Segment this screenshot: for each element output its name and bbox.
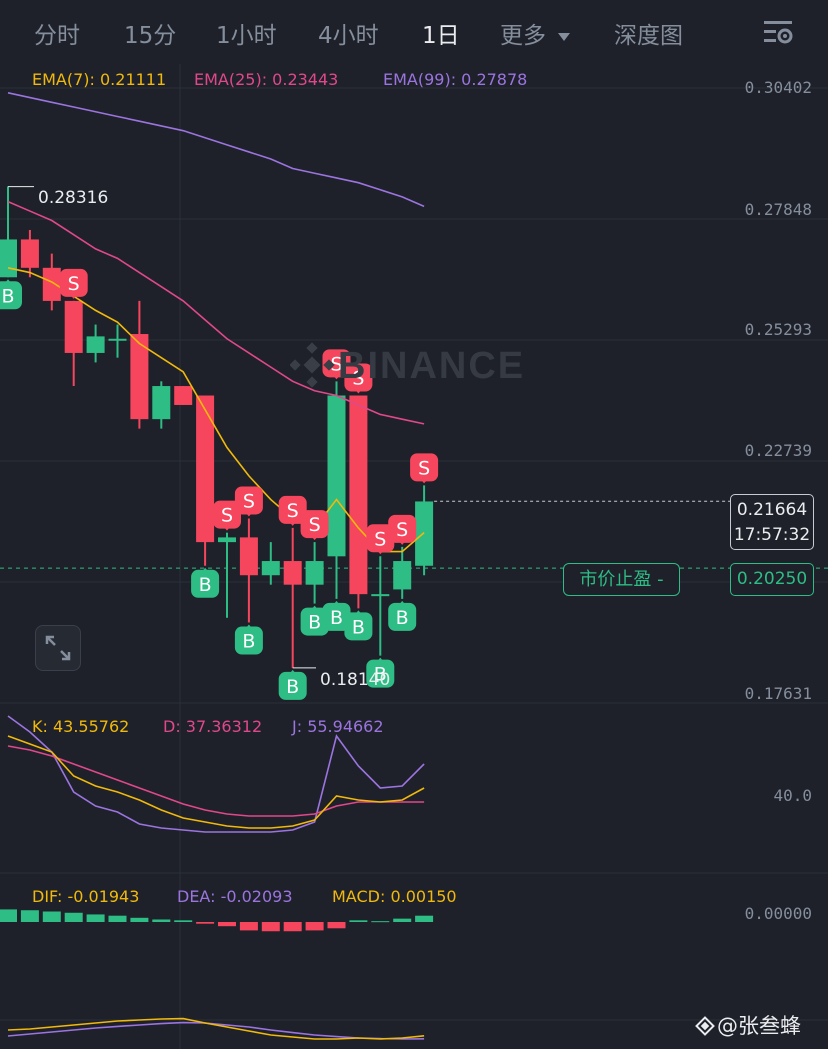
candle-body xyxy=(43,268,61,301)
macd-bar xyxy=(393,919,411,922)
kdj-d-line xyxy=(8,746,424,816)
macd-bar xyxy=(415,916,433,922)
macd-bar xyxy=(306,922,324,930)
price-axis-label: 0.22739 xyxy=(745,441,812,460)
kdj-j-legend: J: 55.94662 xyxy=(292,717,384,736)
svg-text:S: S xyxy=(396,519,408,541)
price-axis-label: 0.17631 xyxy=(745,684,812,703)
binance-square-icon xyxy=(695,1016,715,1036)
candle-body xyxy=(152,386,170,419)
macd-bar xyxy=(371,921,389,922)
svg-text:B: B xyxy=(242,631,255,653)
buy-marker[interactable]: B xyxy=(388,601,416,631)
svg-text:B: B xyxy=(352,616,365,638)
sell-marker[interactable]: S xyxy=(60,269,88,299)
kdj-d-legend: D: 37.36312 xyxy=(163,717,262,736)
candle-body xyxy=(196,396,214,543)
candle-body xyxy=(240,537,258,575)
candle-body xyxy=(262,561,280,575)
macd-bar xyxy=(109,916,127,922)
macd-bar xyxy=(152,919,170,922)
macd-bar xyxy=(196,922,214,924)
kdj-k-legend: K: 43.55762 xyxy=(32,717,129,736)
svg-text:S: S xyxy=(68,273,80,295)
low-price-label: 0.18140 xyxy=(320,670,390,690)
candle-body xyxy=(328,396,346,557)
market-take-profit-button[interactable]: 市价止盈 - xyxy=(563,563,680,596)
price-axis-label: 0.30402 xyxy=(745,78,812,97)
candle-body xyxy=(393,561,411,589)
candle-body xyxy=(0,239,17,277)
kdj-axis-label: 40.0 xyxy=(773,786,812,805)
high-price-label: 0.28316 xyxy=(38,188,108,208)
sell-marker[interactable]: S xyxy=(301,510,329,540)
macd-bar xyxy=(174,920,192,922)
macd-bar xyxy=(218,922,236,926)
macd-bar xyxy=(87,914,105,922)
candle-body xyxy=(349,396,367,595)
kdj-k-line xyxy=(8,736,424,828)
candle-body xyxy=(65,301,83,353)
macd-dif-legend: DIF: -0.01943 xyxy=(32,887,139,906)
svg-text:S: S xyxy=(309,514,321,536)
candle-body xyxy=(87,336,105,353)
dif-line xyxy=(8,1019,424,1039)
buy-marker[interactable]: B xyxy=(235,625,263,655)
candle-body xyxy=(306,561,324,585)
sell-marker[interactable]: S xyxy=(235,486,263,516)
svg-text:B: B xyxy=(330,607,343,629)
macd-bar xyxy=(262,922,280,931)
svg-text:B: B xyxy=(308,612,321,634)
macd-bar xyxy=(65,913,83,922)
buy-marker[interactable]: B xyxy=(344,610,372,640)
svg-text:S: S xyxy=(221,505,233,527)
svg-text:S: S xyxy=(287,500,299,522)
macd-bar xyxy=(284,922,302,931)
macd-dea-legend: DEA: -0.02093 xyxy=(177,887,293,906)
macd-bar xyxy=(43,912,61,923)
candle-body xyxy=(21,239,39,267)
buy-marker[interactable]: B xyxy=(279,670,307,700)
candle-body xyxy=(109,339,127,341)
svg-text:B: B xyxy=(396,607,409,629)
author-name: @张叁蜂 xyxy=(717,1014,801,1038)
svg-text:B: B xyxy=(199,574,212,596)
svg-text:S: S xyxy=(418,457,430,479)
buy-marker[interactable]: B xyxy=(191,568,219,598)
sell-marker[interactable]: S xyxy=(388,515,416,545)
price-axis-label: 0.25293 xyxy=(745,320,812,339)
candle-body xyxy=(174,386,192,405)
current-price: 0.21664 xyxy=(731,498,813,523)
svg-text:S: S xyxy=(243,490,255,512)
price-axis-label: 0.27848 xyxy=(745,200,812,219)
macd-bar xyxy=(240,922,258,930)
candle-countdown: 17:57:32 xyxy=(731,523,813,548)
sell-marker[interactable]: S xyxy=(410,453,438,483)
binance-watermark: BINANCE xyxy=(290,340,550,390)
expand-icon[interactable] xyxy=(35,625,81,671)
svg-text:B: B xyxy=(1,285,14,307)
macd-bar xyxy=(21,910,39,922)
candle-body xyxy=(218,537,236,542)
current-price-box: 0.21664 17:57:32 xyxy=(730,494,814,550)
candle-body xyxy=(284,561,302,585)
buy-marker[interactable]: B xyxy=(0,279,22,309)
macd-bar xyxy=(349,920,367,922)
macd-bar xyxy=(130,918,148,922)
author-watermark: @张叁蜂 xyxy=(695,1010,801,1040)
macd-value-legend: MACD: 0.00150 xyxy=(332,887,457,906)
take-profit-price: 0.20250 xyxy=(730,563,814,596)
macd-bar xyxy=(328,922,346,928)
candle-body xyxy=(371,594,389,596)
macd-axis-label: 0.00000 xyxy=(745,904,812,923)
svg-text:S: S xyxy=(374,528,386,550)
svg-text:B: B xyxy=(286,676,299,698)
macd-bar xyxy=(0,909,17,922)
svg-text:BINANCE: BINANCE xyxy=(338,345,525,387)
